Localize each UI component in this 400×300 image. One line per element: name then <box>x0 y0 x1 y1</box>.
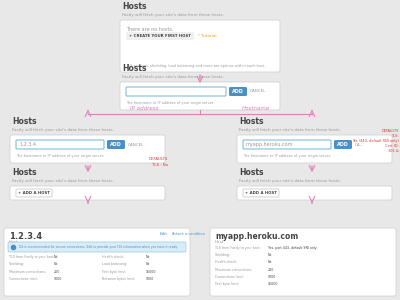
Text: + ADD A HOST: + ADD A HOST <box>18 191 50 195</box>
Text: 1000: 1000 <box>268 275 276 279</box>
FancyBboxPatch shape <box>8 242 186 252</box>
Text: Connections (ms):: Connections (ms): <box>215 275 244 279</box>
Text: No: No <box>268 253 272 257</box>
Text: Edit: Edit <box>160 232 168 236</box>
Text: No: No <box>54 255 58 259</box>
Text: + ADD A HOST: + ADD A HOST <box>245 191 277 195</box>
Text: Attach a condition: Attach a condition <box>172 232 205 236</box>
Text: No: No <box>268 260 272 264</box>
Text: TLS settings, shielding, load balancing and more are options within each host.: TLS settings, shielding, load balancing … <box>126 64 266 68</box>
FancyBboxPatch shape <box>120 82 280 110</box>
Text: DEFAULTS: DEFAULTS <box>149 157 168 161</box>
Text: TLS:: TLS: <box>392 134 399 138</box>
Text: Maximum connections:: Maximum connections: <box>215 268 252 272</box>
Text: No: No <box>146 255 150 259</box>
Text: 200: 200 <box>268 268 274 272</box>
FancyBboxPatch shape <box>107 140 125 149</box>
Text: Hosts: Hosts <box>122 64 146 73</box>
Text: CA...: CA... <box>355 142 364 146</box>
Text: Health check:: Health check: <box>102 255 124 259</box>
Text: 1000: 1000 <box>146 277 154 281</box>
Text: CANCEL: CANCEL <box>128 142 144 146</box>
Text: TLS from Fastly to your host:: TLS from Fastly to your host: <box>9 255 55 259</box>
Text: Shielding:: Shielding: <box>9 262 25 266</box>
Text: * Tutorial: * Tutorial <box>198 34 216 38</box>
Text: Hostname: Hostname <box>242 106 270 111</box>
Text: Yes (443, default SNI only): Yes (443, default SNI only) <box>352 139 399 143</box>
Text: Hosts: Hosts <box>239 168 264 177</box>
Text: Hosts: Hosts <box>12 168 36 177</box>
Text: Maximum connections:: Maximum connections: <box>9 270 46 274</box>
Text: myapp.heroku.com: myapp.heroku.com <box>246 142 294 147</box>
Text: Health check:: Health check: <box>215 260 237 264</box>
Text: TLS from Fastly to your host:: TLS from Fastly to your host: <box>215 246 261 250</box>
Text: Between bytes (ms):: Between bytes (ms): <box>102 277 136 281</box>
FancyBboxPatch shape <box>4 228 190 296</box>
Text: ADD: ADD <box>337 142 349 147</box>
Text: No: No <box>146 262 150 266</box>
FancyBboxPatch shape <box>120 20 280 72</box>
FancyBboxPatch shape <box>237 186 392 200</box>
Text: TLS : No: TLS : No <box>152 163 168 167</box>
FancyBboxPatch shape <box>237 135 392 163</box>
Text: 200: 200 <box>54 270 60 274</box>
FancyBboxPatch shape <box>229 87 247 96</box>
Text: Host: Host <box>215 240 224 244</box>
Text: Host: Host <box>9 240 18 244</box>
Text: ADD: ADD <box>232 89 244 94</box>
Text: ADD: ADD <box>110 142 122 147</box>
FancyBboxPatch shape <box>16 140 104 149</box>
FancyBboxPatch shape <box>334 140 352 149</box>
Text: 15000: 15000 <box>268 282 278 286</box>
FancyBboxPatch shape <box>243 140 331 149</box>
Text: First byte (ms):: First byte (ms): <box>102 270 126 274</box>
Text: Connections (ms):: Connections (ms): <box>9 277 38 281</box>
FancyBboxPatch shape <box>10 186 165 200</box>
Text: Fastly will fetch your site's data from these hosts.: Fastly will fetch your site's data from … <box>239 179 341 183</box>
Text: First byte (ms):: First byte (ms): <box>215 282 239 286</box>
Text: DEFAULTS: DEFAULTS <box>382 129 399 133</box>
Text: Fastly will fetch your site's data from these hosts.: Fastly will fetch your site's data from … <box>122 75 224 79</box>
FancyBboxPatch shape <box>126 32 194 40</box>
Text: Hosts: Hosts <box>122 2 146 11</box>
Text: + CREATE YOUR FIRST HOST: + CREATE YOUR FIRST HOST <box>129 34 191 38</box>
FancyBboxPatch shape <box>10 135 165 163</box>
Text: Fastly will fetch your site's data from these hosts.: Fastly will fetch your site's data from … <box>12 128 114 132</box>
Text: TLS is recommended for secure connections. Edit to provide your TLS information : TLS is recommended for secure connection… <box>18 245 178 249</box>
Text: Yes, port 443, default SNI only: Yes, port 443, default SNI only <box>268 246 317 250</box>
FancyBboxPatch shape <box>210 228 396 296</box>
Text: 1.2.3.4: 1.2.3.4 <box>19 142 36 147</box>
Text: Fastly will fetch your site's data from these hosts.: Fastly will fetch your site's data from … <box>12 179 114 183</box>
Text: 1000: 1000 <box>54 277 62 281</box>
Text: IP address: IP address <box>130 106 158 111</box>
FancyBboxPatch shape <box>243 189 279 197</box>
Text: Cert ID:: Cert ID: <box>385 144 399 148</box>
Text: myapp.heroku.com: myapp.heroku.com <box>215 232 298 241</box>
Text: The hostname or IP address of your origin server.: The hostname or IP address of your origi… <box>126 101 214 105</box>
Text: No: No <box>54 262 58 266</box>
Text: Hosts: Hosts <box>12 117 36 126</box>
Text: There are no hosts.: There are no hosts. <box>126 27 173 32</box>
Text: 301 &: 301 & <box>388 149 399 153</box>
Text: Fastly will fetch your site's data from these hosts.: Fastly will fetch your site's data from … <box>239 128 341 132</box>
Text: Shielding:: Shielding: <box>215 253 231 257</box>
Text: 15000: 15000 <box>146 270 156 274</box>
Text: The hostname or IP address of your origin server.: The hostname or IP address of your origi… <box>16 154 104 158</box>
Text: 1.2.3.4: 1.2.3.4 <box>9 232 42 241</box>
Text: CANCEL: CANCEL <box>250 89 266 94</box>
Text: Load balancing:: Load balancing: <box>102 262 127 266</box>
Text: Hosts: Hosts <box>239 117 264 126</box>
Text: Fastly will fetch your site's data from these hosts.: Fastly will fetch your site's data from … <box>122 13 224 17</box>
Text: The hostname or IP address of your origin server.: The hostname or IP address of your origi… <box>243 154 331 158</box>
FancyBboxPatch shape <box>126 87 226 96</box>
FancyBboxPatch shape <box>16 189 52 197</box>
